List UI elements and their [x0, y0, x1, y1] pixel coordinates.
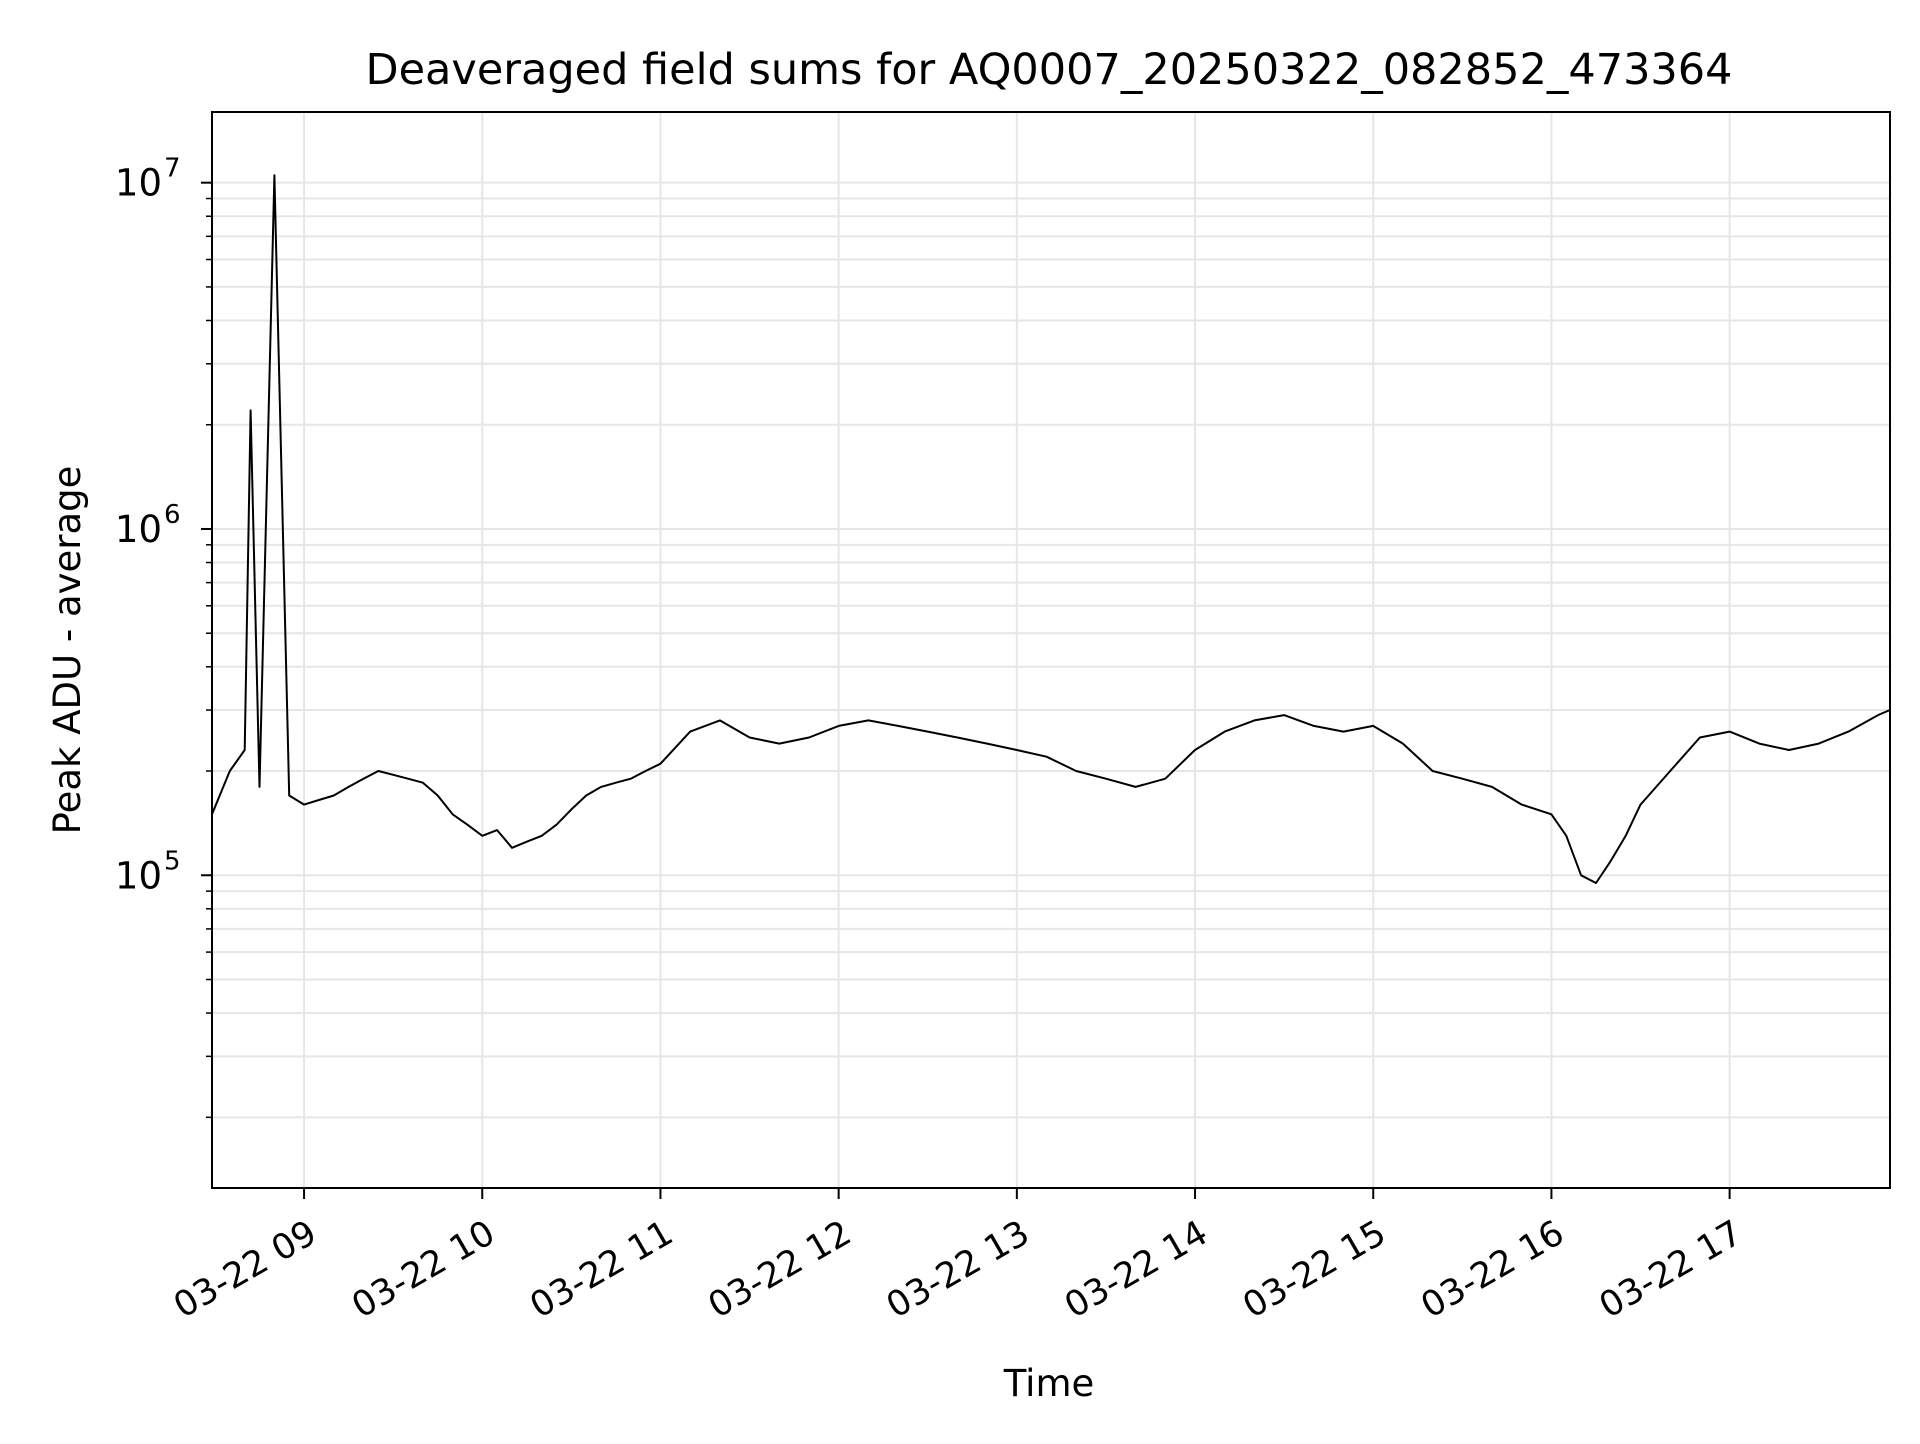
plot-frame [211, 111, 1891, 1189]
y-axis-label: Peak ADU - average [46, 466, 89, 835]
series-layer [211, 174, 1891, 884]
y-tick-label-exponent: 6 [164, 500, 181, 530]
grid [212, 112, 1890, 1188]
y-tick-label-exponent: 5 [164, 846, 181, 876]
y-tick-label: 10 [115, 854, 162, 897]
chart-title: Deaveraged field sums for AQ0007_2025032… [365, 45, 1732, 95]
y-tick-label: 10 [115, 508, 162, 551]
y-tick-label-exponent: 7 [164, 154, 181, 184]
x-axis-label: Time [1003, 1362, 1095, 1405]
y-tick-label: 10 [115, 162, 162, 205]
series-line [211, 174, 1891, 884]
